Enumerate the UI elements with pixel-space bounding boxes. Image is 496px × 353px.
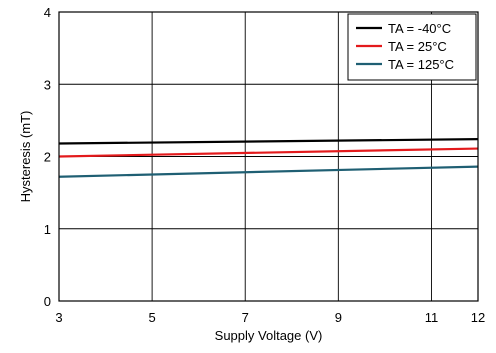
x-tick-label: 7 — [242, 310, 249, 325]
x-tick-label: 9 — [335, 310, 342, 325]
y-tick-label: 4 — [44, 5, 51, 20]
legend-label: TA = -40°C — [388, 21, 451, 36]
legend: TA = -40°C TA = 25°C TA = 125°C — [347, 13, 477, 81]
series-layer — [58, 138, 479, 178]
series-line — [58, 138, 479, 145]
plot-frame — [58, 11, 479, 302]
legend-label: TA = 25°C — [388, 39, 447, 54]
legend-label: TA = 125°C — [388, 57, 454, 72]
y-tick-label: 2 — [44, 150, 51, 165]
x-tick-label: 12 — [471, 310, 485, 325]
series-line — [58, 165, 479, 178]
x-tick-label: 5 — [148, 310, 155, 325]
x-axis-label: Supply Voltage (V) — [215, 328, 323, 343]
y-tick-label: 1 — [44, 222, 51, 237]
x-tick-label: 3 — [55, 310, 62, 325]
x-tick-label: 11 — [425, 310, 439, 325]
y-tick-label: 0 — [44, 294, 51, 309]
y-axis-label: Hysteresis (mT) — [18, 111, 33, 203]
series-line — [58, 147, 479, 158]
y-tick-label: 3 — [44, 77, 51, 92]
